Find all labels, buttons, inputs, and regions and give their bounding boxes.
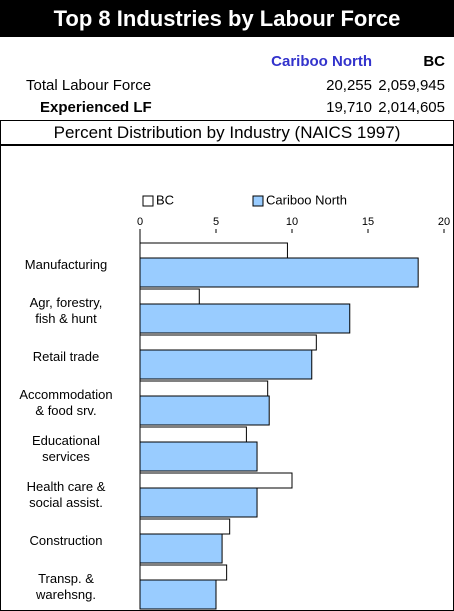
bar <box>139 426 247 443</box>
cell: 2,059,945 <box>378 77 445 94</box>
category-label: Educational services <box>32 433 100 464</box>
legend-swatch <box>252 195 264 207</box>
x-tick-label: 0 <box>137 216 143 228</box>
x-tick-label: 15 <box>362 216 374 228</box>
x-tick-label: 20 <box>438 216 450 228</box>
row-label: Total Labour Force <box>26 77 152 94</box>
bar <box>139 242 288 259</box>
category-label: Retail trade <box>32 349 100 364</box>
bar <box>139 441 258 472</box>
cell: 20,255 <box>326 77 372 94</box>
category-label: Accommodation & food srv. <box>19 387 113 418</box>
legend-label: BC <box>156 192 174 207</box>
bar <box>139 349 313 380</box>
bar <box>139 472 293 489</box>
legend-swatch <box>142 195 154 207</box>
bar <box>139 487 258 518</box>
category-label: Manufacturing <box>24 257 108 272</box>
subtitle: Percent Distribution by Industry (NAICS … <box>0 120 454 145</box>
bar <box>139 303 351 334</box>
cell: 19,710 <box>326 99 372 116</box>
x-tick-label: 10 <box>286 216 298 228</box>
bar <box>139 380 269 397</box>
cell: 2,014,605 <box>378 99 445 116</box>
chart: 0 5 10 15 20 BC Cariboo North <box>137 192 450 610</box>
bar <box>139 395 270 426</box>
legend-label: Cariboo North <box>266 192 347 207</box>
category-label: Agr, forestry, fish & hunt <box>29 295 103 326</box>
bar <box>139 518 231 535</box>
bar <box>139 564 228 581</box>
row-label: Experienced LF <box>40 99 152 116</box>
category-label: Transp. & warehsng. <box>36 571 96 602</box>
bar <box>139 334 317 351</box>
bar <box>139 257 419 288</box>
bar <box>139 288 200 305</box>
column-header: BC <box>423 53 445 70</box>
x-tick-label: 5 <box>213 216 219 228</box>
category-label: Health care & social assist. <box>26 479 106 510</box>
bar <box>139 533 223 564</box>
column-header: Cariboo North <box>271 53 372 70</box>
category-label: Construction <box>29 533 103 548</box>
title: Top 8 Industries by Labour Force <box>0 0 454 37</box>
bar <box>139 579 217 610</box>
